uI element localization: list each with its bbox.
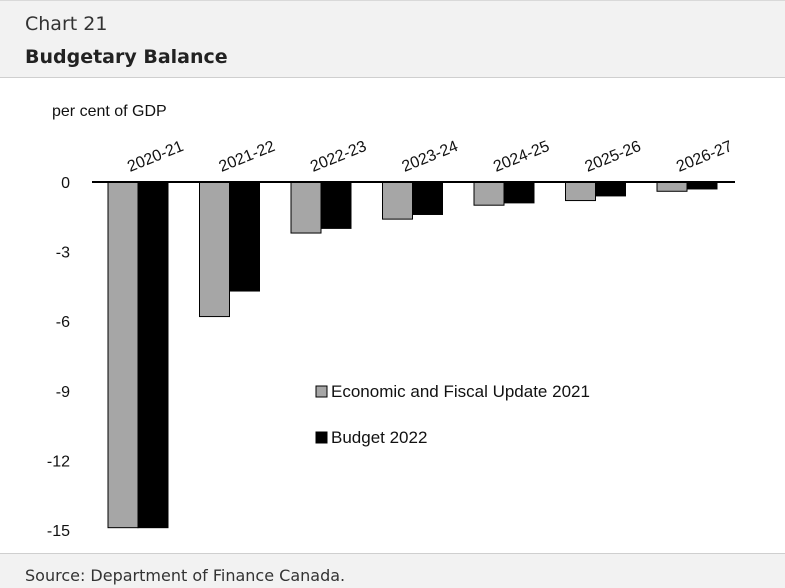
bars-group (107, 181, 718, 529)
bar-efu-2021-2021-22 (199, 181, 230, 318)
legend-swatch (315, 431, 328, 444)
category-label: 2023-24 (400, 138, 461, 176)
bar-budget-2022-2022-23 (320, 181, 352, 229)
chart-number: Chart 21 (25, 13, 108, 35)
legend-label: Economic and Fiscal Update 2021 (331, 382, 590, 401)
chart-header: Chart 21 Budgetary Balance (0, 0, 785, 78)
y-tick-label: -9 (56, 384, 70, 401)
chart-title: Budgetary Balance (25, 46, 228, 68)
y-tick-label: -15 (47, 523, 70, 540)
bar-budget-2022-2024-25 (503, 181, 535, 204)
bar-budget-2022-2023-24 (412, 181, 443, 215)
bar-budget-2022-2020-21 (137, 181, 169, 529)
bar-budget-2022-2025-26 (595, 181, 626, 197)
y-axis-unit-label: per cent of GDP (52, 103, 167, 120)
chart-footer: Source: Department of Finance Canada. (0, 553, 785, 588)
bar-efu-2021-2024-25 (473, 181, 505, 206)
y-tick-label: -6 (56, 314, 70, 331)
category-label: 2020-21 (125, 138, 186, 176)
y-tick-label: 0 (61, 175, 70, 192)
y-ticks-group: 0 -3 -6 -9 -12 -15 (47, 175, 70, 540)
bar-efu-2021-2026-27 (656, 181, 688, 192)
category-label: 2025-26 (583, 138, 644, 176)
bar-efu-2021-2023-24 (382, 181, 413, 220)
bar-budget-2022-2021-22 (229, 181, 260, 292)
bar-efu-2021-2022-23 (290, 181, 322, 234)
bar-efu-2021-2020-21 (107, 181, 139, 529)
legend-swatch (315, 385, 328, 398)
category-label: 2022-23 (308, 138, 369, 176)
source-note: Source: Department of Finance Canada. (25, 566, 346, 585)
category-label: 2024-25 (491, 138, 552, 176)
bar-budget-2022-2026-27 (686, 181, 718, 190)
category-label: 2021-22 (217, 138, 278, 176)
legend: Economic and Fiscal Update 2021 Budget 20… (315, 382, 590, 447)
bar-efu-2021-2025-26 (565, 181, 596, 202)
y-tick-label: -12 (47, 453, 70, 470)
category-labels-group: 2020-21 2021-22 2022-23 2023-24 2024-25 2025-… (125, 138, 735, 176)
bar-chart: per cent of GDP 0-3-6-9-12-15 2020-21 202… (47, 103, 735, 540)
category-label: 2026-27 (674, 138, 735, 176)
legend-label: Budget 2022 (331, 428, 427, 447)
y-tick-label: -3 (56, 245, 70, 262)
